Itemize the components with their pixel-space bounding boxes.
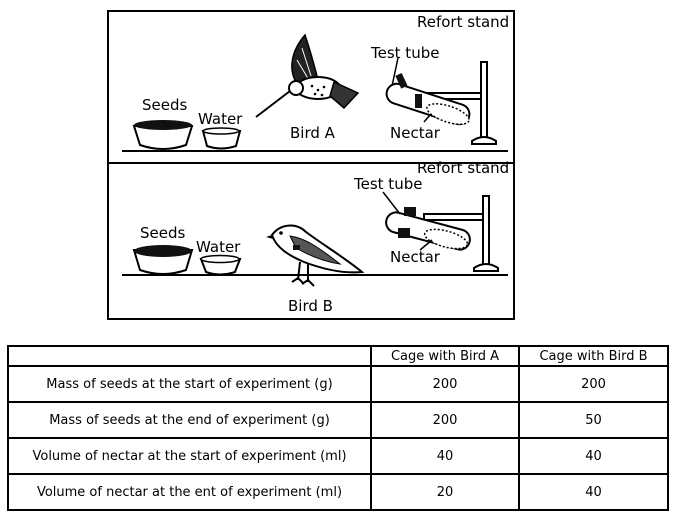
test-tube-label-b: Test tube (353, 175, 422, 193)
test-tube-leader-a (391, 57, 399, 87)
experiment-diagram: Refort stand Test tube Seeds Water Bird … (107, 10, 515, 320)
table-row: Volume of nectar at the ent of experimen… (7, 473, 669, 511)
cell-bird-a: 40 (370, 437, 520, 475)
results-table: Cage with Bird A Cage with Bird B Mass o… (7, 345, 669, 511)
seeds-bowl-a (132, 120, 194, 150)
water-label-a: Water (198, 110, 243, 128)
retort-stand-label-b: Refort stand (417, 159, 509, 177)
nectar-label-a: Nectar (390, 124, 441, 142)
row-label: Volume of nectar at the start of experim… (7, 437, 372, 475)
cell-bird-a: 20 (370, 473, 520, 511)
cell-bird-b: 50 (518, 401, 669, 439)
water-bowl-a (201, 127, 242, 150)
cell-bird-b: 40 (518, 473, 669, 511)
row-label: Volume of nectar at the ent of experimen… (7, 473, 372, 511)
row-label: Mass of seeds at the end of experiment (… (7, 401, 372, 439)
cell-bird-a: 200 (370, 401, 520, 439)
test-tube-label-a: Test tube (370, 44, 439, 62)
header-cage-bird-a: Cage with Bird A (370, 345, 520, 367)
header-empty-cell (7, 345, 372, 367)
table-header-row: Cage with Bird A Cage with Bird B (7, 345, 669, 367)
nectar-leader-a (423, 114, 431, 123)
diagram-frame (107, 10, 515, 320)
cell-bird-a: 200 (370, 365, 520, 403)
seeds-label-b: Seeds (140, 224, 186, 242)
nectar-leader-b (419, 239, 433, 251)
bird-label-b: Bird B (288, 297, 333, 315)
seed-eating-bird-b-icon (266, 224, 365, 287)
row-label: Mass of seeds at the start of experiment… (7, 365, 372, 403)
water-label-b: Water (196, 238, 241, 256)
seeds-bowl-b (132, 245, 194, 275)
header-cage-bird-b: Cage with Bird B (518, 345, 669, 367)
retort-stand-label-a: Refort stand (417, 13, 509, 31)
retort-stand-b (423, 195, 499, 272)
seeds-label-a: Seeds (142, 96, 188, 114)
panel-b: Refort stand Test tube Seeds Water Bird … (122, 159, 509, 315)
water-bowl-b (199, 254, 242, 276)
test-tube-leader-b (382, 191, 401, 215)
cell-bird-b: 40 (518, 437, 669, 475)
test-tube-a (385, 72, 471, 126)
table-row: Mass of seeds at the end of experiment (… (7, 401, 669, 439)
panel-a: Refort stand Test tube Seeds Water Bird … (122, 13, 509, 152)
table-row: Volume of nectar at the start of experim… (7, 437, 669, 475)
nectar-label-b: Nectar (390, 248, 441, 266)
cell-bird-b: 200 (518, 365, 669, 403)
bird-label-a: Bird A (290, 124, 336, 142)
hummingbird-a-icon (255, 33, 360, 118)
table-row: Mass of seeds at the start of experiment… (7, 365, 669, 403)
test-tube-b (385, 207, 471, 251)
